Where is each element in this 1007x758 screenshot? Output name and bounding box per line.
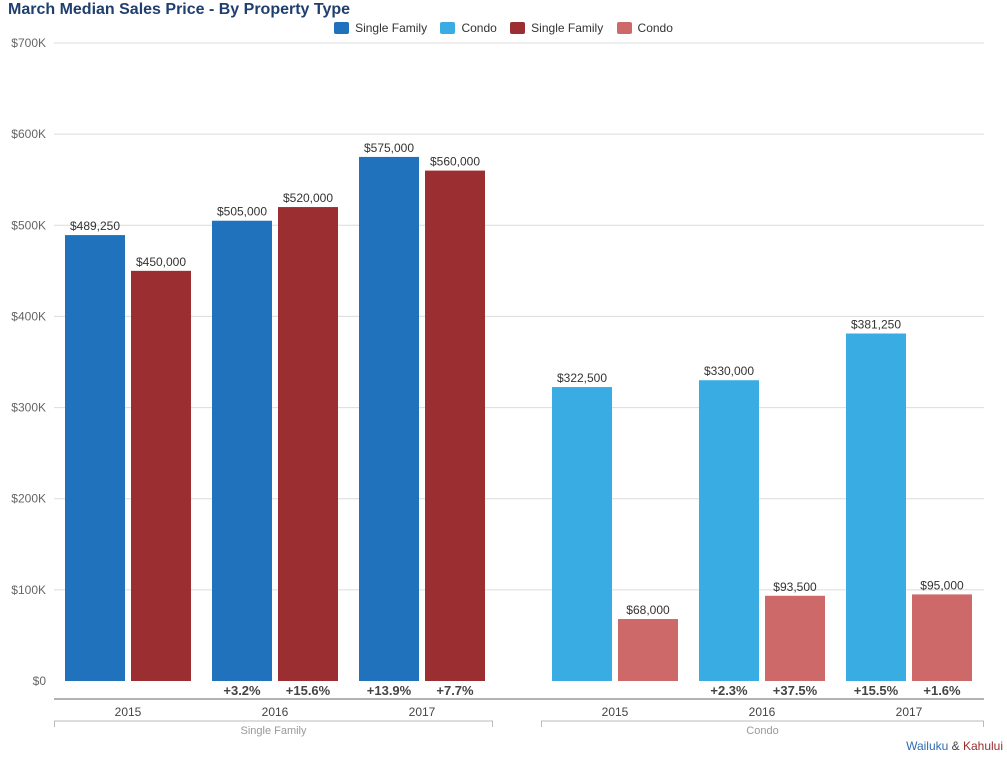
footer-wailuku: Wailuku	[906, 739, 949, 753]
change-label: +3.2%	[223, 683, 261, 698]
data-label: $381,250	[851, 318, 901, 332]
y-tick-label: $600K	[11, 127, 46, 141]
x-tick-label: 2016	[749, 705, 776, 719]
legend-swatch	[510, 22, 526, 34]
x-tick-label: 2015	[115, 705, 142, 719]
x-tick-label: 2017	[896, 705, 923, 719]
legend-item-single-family-blue[interactable]: Single Family	[334, 21, 427, 35]
data-label: $560,000	[430, 155, 480, 169]
change-label: +2.3%	[710, 683, 748, 698]
change-label: +15.5%	[854, 683, 899, 698]
data-label: $520,000	[283, 191, 333, 205]
bar	[131, 270, 191, 681]
data-label: $489,250	[70, 219, 120, 233]
bar	[425, 170, 485, 681]
bar	[212, 220, 272, 681]
change-label: +13.9%	[367, 683, 412, 698]
footer-ampersand: &	[948, 739, 963, 753]
x-tick-label: 2017	[409, 705, 436, 719]
legend-swatch	[334, 22, 350, 34]
legend-item-single-family-red[interactable]: Single Family	[510, 21, 603, 35]
y-tick-label: $500K	[11, 218, 46, 232]
data-label: $95,000	[920, 578, 964, 592]
change-label: +37.5%	[773, 683, 818, 698]
y-tick-label: $200K	[11, 492, 46, 506]
y-tick-label: $0	[33, 674, 47, 688]
y-tick-label: $400K	[11, 309, 46, 323]
data-label: $322,500	[557, 371, 607, 385]
data-label: $68,000	[626, 603, 670, 617]
bar	[912, 594, 972, 681]
bar	[846, 333, 906, 681]
legend-swatch	[616, 22, 632, 34]
legend-swatch	[440, 22, 456, 34]
bar	[359, 156, 419, 681]
x-tick-label: 2016	[262, 705, 289, 719]
bar	[618, 619, 678, 681]
bar	[699, 380, 759, 681]
legend: Single Family Condo Single Family Condo	[0, 21, 1007, 35]
bar	[65, 235, 125, 682]
y-tick-label: $700K	[11, 36, 46, 50]
legend-label: Condo	[637, 21, 673, 35]
bar	[552, 387, 612, 681]
footer-credit: Wailuku & Kahului	[906, 739, 1003, 753]
y-tick-label: $100K	[11, 583, 46, 597]
group-label: Condo	[746, 725, 778, 737]
data-label: $93,500	[773, 580, 817, 594]
change-label: +7.7%	[436, 683, 474, 698]
y-tick-label: $300K	[11, 401, 46, 415]
chart-title: March Median Sales Price - By Property T…	[8, 1, 351, 18]
data-label: $505,000	[217, 205, 267, 219]
data-label: $575,000	[364, 141, 414, 155]
x-tick-label: 2015	[602, 705, 629, 719]
group-label: Single Family	[240, 725, 307, 737]
change-label: +15.6%	[286, 683, 331, 698]
change-label: +1.6%	[923, 683, 961, 698]
legend-label: Single Family	[355, 21, 428, 35]
legend-label: Single Family	[531, 21, 604, 35]
data-label: $330,000	[704, 364, 754, 378]
legend-label: Condo	[461, 21, 497, 35]
footer-kahului: Kahului	[962, 739, 1003, 753]
legend-item-condo-blue[interactable]: Condo	[440, 21, 497, 35]
legend-item-condo-red[interactable]: Condo	[616, 21, 673, 35]
bar	[765, 595, 825, 681]
bar	[278, 207, 338, 682]
data-label: $450,000	[136, 255, 186, 269]
